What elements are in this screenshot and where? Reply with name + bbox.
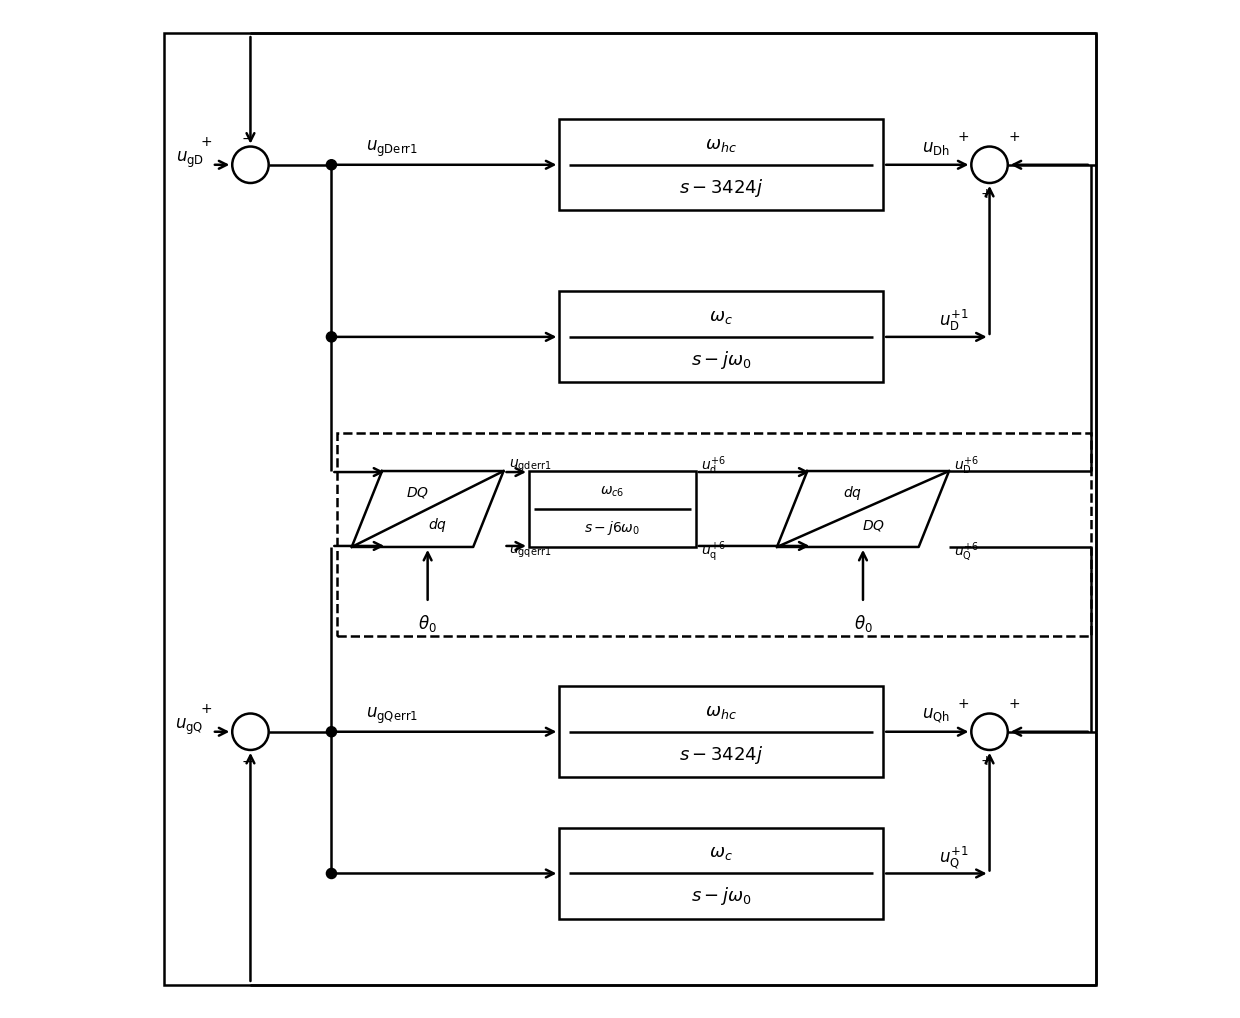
Bar [529, 471, 696, 547]
Text: $dq$: $dq$ [428, 516, 448, 534]
Text: $DQ$: $DQ$ [862, 518, 884, 532]
Text: $u_{\mathrm{gDerr1}}$: $u_{\mathrm{gDerr1}}$ [366, 138, 418, 159]
Circle shape [326, 332, 336, 342]
Text: $u_{\mathrm{d}}^{+6}$: $u_{\mathrm{d}}^{+6}$ [701, 455, 727, 477]
Text: $u_{\mathrm{Dh}}$: $u_{\mathrm{Dh}}$ [923, 140, 950, 157]
Text: $u_{\mathrm{Qh}}$: $u_{\mathrm{Qh}}$ [921, 706, 950, 725]
Text: $+$: $+$ [957, 130, 970, 145]
Bar [559, 686, 883, 778]
Text: $u_{\mathrm{Q}}^{+6}$: $u_{\mathrm{Q}}^{+6}$ [954, 541, 980, 564]
Text: $\omega_{hc}$: $\omega_{hc}$ [706, 702, 737, 721]
Text: $+$: $+$ [200, 135, 212, 150]
Text: $s-j\omega_{0}$: $s-j\omega_{0}$ [691, 886, 751, 907]
Circle shape [326, 727, 336, 737]
Text: $DQ$: $DQ$ [405, 486, 429, 500]
Text: $+$: $+$ [981, 187, 992, 202]
Text: $u_{\mathrm{gqerr1}}$: $u_{\mathrm{gqerr1}}$ [508, 544, 551, 560]
Text: $s-j6\omega_{0}$: $s-j6\omega_{0}$ [584, 519, 640, 536]
Text: $\omega_{c}$: $\omega_{c}$ [709, 307, 733, 326]
Text: $u_{\mathrm{D}}^{+1}$: $u_{\mathrm{D}}^{+1}$ [940, 308, 968, 333]
Text: $+$: $+$ [1008, 697, 1021, 712]
Text: $\omega_{c}$: $\omega_{c}$ [709, 845, 733, 862]
Text: $\omega_{c6}$: $\omega_{c6}$ [600, 486, 625, 500]
Text: $u_{\mathrm{gderr1}}$: $u_{\mathrm{gderr1}}$ [508, 458, 551, 474]
Circle shape [326, 868, 336, 879]
Text: $s-j\omega_{0}$: $s-j\omega_{0}$ [691, 348, 751, 371]
Bar [559, 828, 883, 919]
Text: $\theta_{0}$: $\theta_{0}$ [853, 613, 873, 634]
Bar [559, 291, 883, 383]
Bar [336, 433, 1091, 635]
Text: $u_{\mathrm{gD}}$: $u_{\mathrm{gD}}$ [176, 150, 203, 170]
Text: $u_{\mathrm{gQ}}$: $u_{\mathrm{gQ}}$ [176, 717, 203, 737]
Text: $s-3424j$: $s-3424j$ [680, 743, 764, 766]
Text: $+$: $+$ [981, 754, 992, 769]
Text: $\theta_{0}$: $\theta_{0}$ [418, 613, 436, 634]
Bar [559, 119, 883, 211]
Text: $u_{\mathrm{q}}^{+6}$: $u_{\mathrm{q}}^{+6}$ [701, 540, 727, 564]
Text: $-$: $-$ [242, 754, 253, 769]
Text: $+$: $+$ [200, 702, 212, 717]
Text: $dq$: $dq$ [843, 484, 862, 502]
Text: $\omega_{hc}$: $\omega_{hc}$ [706, 135, 737, 154]
Text: $u_{\mathrm{gQerr1}}$: $u_{\mathrm{gQerr1}}$ [366, 705, 418, 726]
Text: $+$: $+$ [957, 697, 970, 712]
Circle shape [326, 160, 336, 170]
Text: $-$: $-$ [242, 130, 253, 145]
Text: $+$: $+$ [1008, 130, 1021, 145]
Text: $u_{\mathrm{D}}^{+6}$: $u_{\mathrm{D}}^{+6}$ [954, 455, 980, 477]
Text: $s-3424j$: $s-3424j$ [680, 176, 764, 199]
Text: $u_{\mathrm{Q}}^{+1}$: $u_{\mathrm{Q}}^{+1}$ [940, 844, 968, 870]
